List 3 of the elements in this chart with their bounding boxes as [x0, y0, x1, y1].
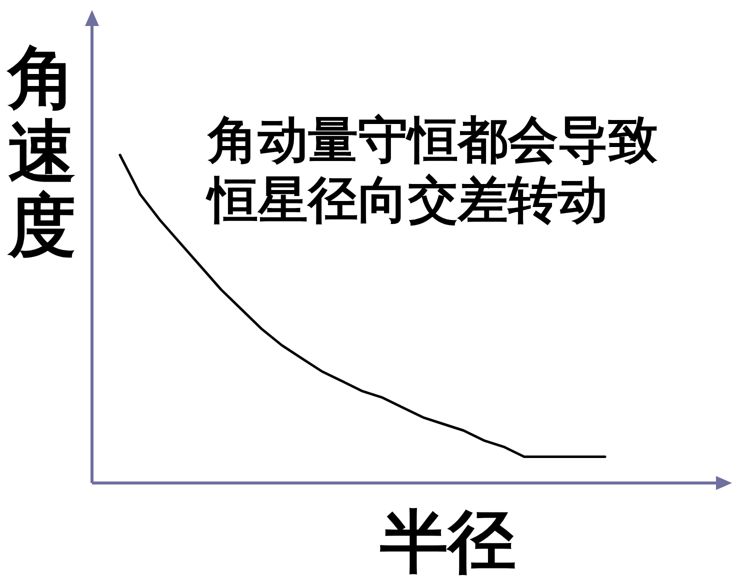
y-axis-title: 角速度: [8, 39, 77, 266]
annotation: 角动量守恒都会导致恒星径向交差转动: [208, 110, 659, 230]
x-axis-title: 半径: [380, 503, 516, 582]
